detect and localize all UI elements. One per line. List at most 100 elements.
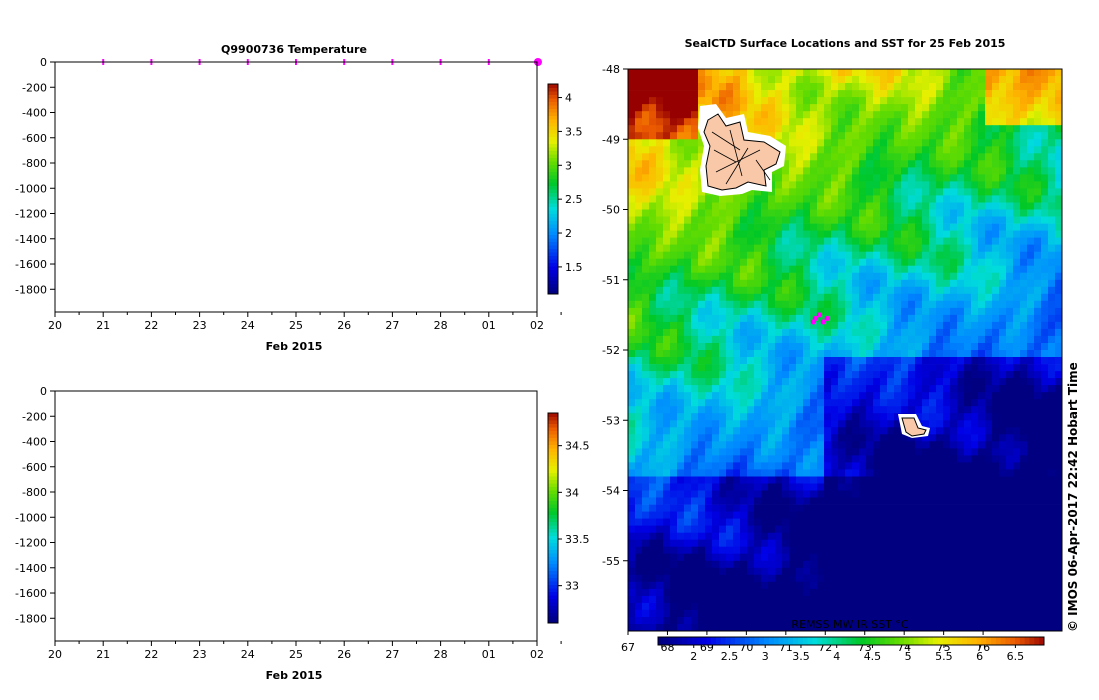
sst-cell <box>740 307 748 316</box>
sst-cell <box>656 371 664 379</box>
sst-cell <box>796 76 804 84</box>
sst-cell <box>992 399 1000 407</box>
sst-cell <box>761 371 769 379</box>
sst-cell <box>915 83 923 91</box>
sst-cell <box>649 293 657 302</box>
sst-cell <box>838 392 846 400</box>
sst-cell <box>726 195 734 203</box>
sst-cell <box>789 139 797 147</box>
sst-cell <box>782 328 790 337</box>
sst-cell <box>880 420 888 428</box>
sst-cell <box>740 90 748 98</box>
sst-cell <box>873 181 881 189</box>
colorbar-segment <box>548 182 558 186</box>
sst-cell <box>1048 223 1056 231</box>
sst-cell <box>719 321 727 330</box>
sst-cell <box>964 462 972 470</box>
sst-cell <box>782 272 790 281</box>
sst-cell <box>754 511 762 519</box>
sst-cell <box>712 378 720 386</box>
sst-cell <box>929 223 937 231</box>
sst-cell <box>1041 371 1049 379</box>
sst-cell <box>915 392 923 400</box>
sst-cell <box>642 328 650 337</box>
sst-cell <box>1013 441 1021 449</box>
sst-cell <box>705 195 713 203</box>
sst-cell <box>950 118 958 126</box>
sst-cell <box>733 258 741 267</box>
sst-cell <box>936 195 944 203</box>
sst-cell <box>943 406 951 414</box>
sst-cell <box>915 413 923 421</box>
sst-cell <box>677 462 685 470</box>
sst-cell <box>936 434 944 442</box>
sst-cell <box>684 413 692 421</box>
sst-cell <box>831 69 839 77</box>
sst-cell <box>936 448 944 456</box>
sst-cell <box>978 258 986 267</box>
sst-cell <box>635 83 643 91</box>
sst-cell <box>803 455 811 463</box>
sst-cell <box>698 350 706 358</box>
sst-cell <box>957 357 965 365</box>
sst-cell <box>635 132 643 140</box>
sst-cell <box>803 160 811 168</box>
sst-cell <box>922 420 930 428</box>
sst-cell <box>1020 300 1028 309</box>
sst-cell <box>929 160 937 168</box>
sst-cell <box>936 343 944 351</box>
sst-cell <box>985 209 993 217</box>
sst-cell <box>908 195 916 203</box>
sst-cell <box>663 125 671 133</box>
sst-cell <box>887 251 895 260</box>
sst-cell <box>698 483 706 491</box>
sst-cell <box>999 300 1007 309</box>
sst-cell <box>978 504 986 512</box>
sst-cell <box>796 125 804 133</box>
sst-cell <box>1027 392 1035 400</box>
sst-cell <box>887 97 895 105</box>
salinity-x-axis: 20 21 22 23 24 25 26 27 28 01 02 <box>48 641 562 661</box>
sst-cell <box>733 244 741 252</box>
sst-cell <box>922 293 930 302</box>
sst-cell <box>999 223 1007 231</box>
sst-cell <box>943 118 951 126</box>
sst-cell <box>964 258 972 267</box>
sst-cell <box>789 188 797 196</box>
sst-cell <box>1041 160 1049 168</box>
sst-cell <box>845 111 853 119</box>
salinity-plot-frame <box>54 390 538 642</box>
sst-cell <box>873 118 881 126</box>
sst-cell <box>635 392 643 400</box>
sst-cell <box>992 279 1000 288</box>
sst-cell <box>775 167 783 175</box>
sst-cell <box>866 118 874 126</box>
x-tick-label: 25 <box>289 319 303 332</box>
sst-cell <box>754 469 762 477</box>
sst-cell <box>845 188 853 196</box>
sst-cell <box>978 125 986 133</box>
sst-cell <box>684 293 692 302</box>
sst-cell <box>887 69 895 77</box>
sst-cell <box>824 511 832 519</box>
sst-cell <box>691 328 699 337</box>
sst-cell <box>747 300 755 309</box>
sst-cell <box>768 469 776 477</box>
sst-cell <box>985 272 993 281</box>
sst-cell <box>936 385 944 393</box>
sst-cell <box>901 392 909 400</box>
sst-cell <box>691 111 699 119</box>
sst-cell <box>663 321 671 330</box>
sst-cell <box>684 279 692 288</box>
sst-cell <box>817 462 825 470</box>
sst-cell <box>705 286 713 295</box>
sst-cell <box>796 300 804 309</box>
sst-cell <box>957 153 965 161</box>
sst-cell <box>705 385 713 393</box>
sst-cell <box>1013 350 1021 358</box>
sst-cell <box>1048 132 1056 140</box>
sst-cell <box>978 427 986 435</box>
sst-cell <box>656 307 664 316</box>
sst-cell <box>957 300 965 309</box>
sst-cell <box>649 314 657 323</box>
